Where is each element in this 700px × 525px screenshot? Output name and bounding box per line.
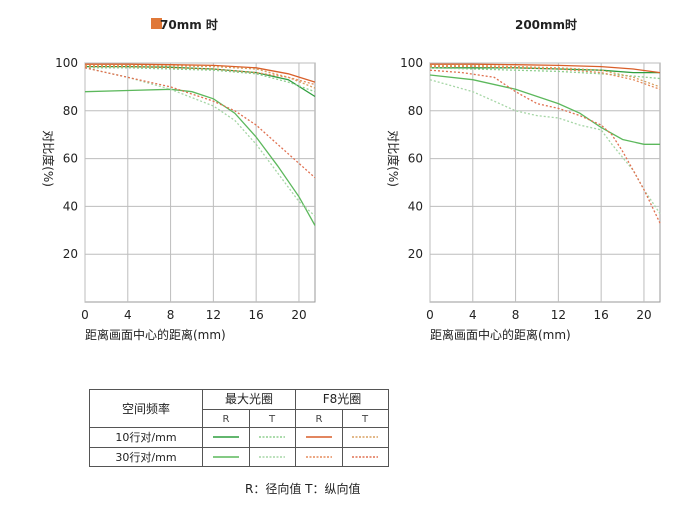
chart-70mm-ytick-label: 60 [63, 152, 78, 166]
chart-200mm-series-30T_f8 [429, 69, 661, 224]
chart-200mm-series-10T_max [429, 67, 661, 80]
chart-70mm-ylabel: 对比度(%) [41, 130, 56, 187]
chart-200mm-xlabel: 距离画面中心的距离(mm) [430, 327, 571, 342]
chart-70mm-ytick-label: 100 [55, 56, 78, 70]
chart-200mm-xtick-label: 4 [469, 308, 477, 322]
legend-header-frequency: 空间频率 [122, 401, 170, 416]
chart-70mm-ytick-label: 40 [63, 199, 78, 213]
chart-70mm-title-marker [151, 18, 162, 29]
chart-200mm-series-30R_f8 [430, 65, 661, 90]
chart-70mm-series-10T_max [85, 67, 316, 93]
chart-70mm-xtick-label: 20 [291, 308, 306, 322]
legend-row-label-10: 10行对/mm [115, 430, 176, 444]
chart-70mm-ytick-label: 20 [63, 247, 78, 261]
chart-200mm-ylabel: 对比度(%) [386, 130, 401, 187]
legend-row-label-30: 30行对/mm [115, 450, 176, 464]
chart-70mm-xtick-label: 16 [249, 308, 264, 322]
legend-sub-t-f8: T [361, 414, 369, 425]
chart-70mm-series-10R_f8 [85, 63, 316, 83]
chart-200mm-xtick-label: 16 [594, 308, 609, 322]
chart-70mm-title: 70mm 时 [160, 17, 218, 32]
chart-70mm-xtick-label: 4 [124, 308, 132, 322]
chart-200mm-ytick-label: 40 [408, 199, 423, 213]
legend-sub-r-f8: R [316, 414, 323, 425]
r-t-note: R：径向值 T：纵向值 [245, 482, 361, 496]
chart-200mm-title: 200mm时 [515, 17, 577, 32]
chart-200mm-series-10R_f8 [430, 63, 661, 74]
chart-70mm-ytick-label: 80 [63, 104, 78, 118]
chart-200mm-ytick-label: 60 [408, 152, 423, 166]
chart-200mm-series-10T_f8 [430, 64, 661, 88]
legend-table: 空间频率 最大光圈 F8光圈 R T R T 10行对/mm 30行对/mm [89, 389, 389, 467]
chart-70mm-series-30T_max [84, 67, 316, 217]
chart-70mm-series-10T_f8 [85, 64, 316, 89]
chart-200mm-series-30R_max [429, 74, 660, 145]
chart-200mm-ytick-label: 100 [400, 56, 423, 70]
chart-200mm-ytick-label: 80 [408, 104, 423, 118]
chart-200mm-xtick-label: 20 [636, 308, 651, 322]
chart-70mm-series-30R_f8 [85, 65, 316, 86]
chart-200mm-xtick-label: 12 [551, 308, 566, 322]
chart-70mm-series-30R_max [84, 88, 316, 226]
chart-70mm-series-30T_f8 [84, 67, 316, 179]
chart-70mm-xtick-label: 12 [206, 308, 221, 322]
chart-70mm-series-10R_max [85, 65, 316, 98]
chart-70mm-xtick-label: 8 [167, 308, 175, 322]
chart-200mm-xtick-label: 0 [426, 308, 434, 322]
chart-200mm-ytick-label: 20 [408, 247, 423, 261]
chart-200mm-xtick-label: 8 [512, 308, 520, 322]
chart-70mm-xlabel: 距离画面中心的距离(mm) [85, 327, 226, 342]
legend-sub-t-max: T [268, 414, 276, 425]
chart-70mm-xtick-label: 0 [81, 308, 89, 322]
legend-header-f8-aperture: F8光圈 [323, 392, 362, 406]
legend-sub-r-max: R [223, 414, 230, 425]
chart-70mm-plot-frame [84, 62, 316, 303]
legend-header-max-aperture: 最大光圈 [225, 392, 273, 406]
